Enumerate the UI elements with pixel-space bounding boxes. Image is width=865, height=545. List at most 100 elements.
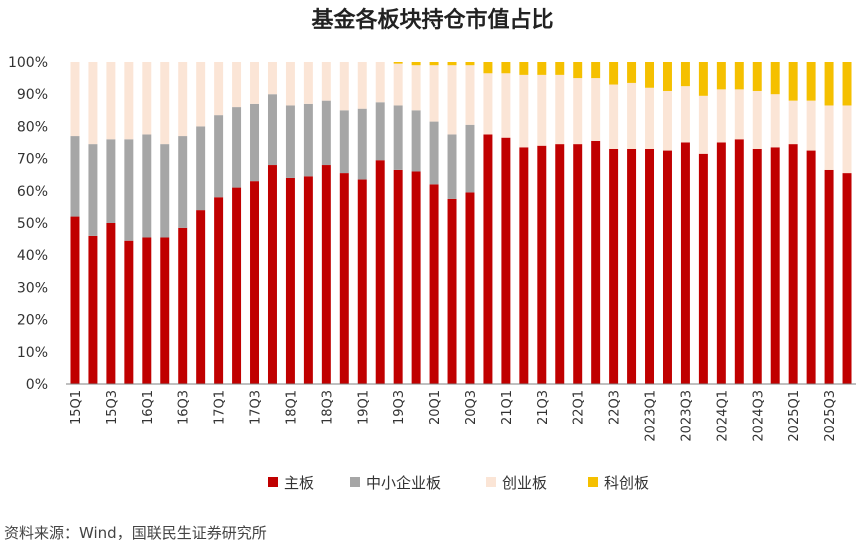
bar-1 (537, 145, 547, 384)
bar-3 (627, 82, 637, 149)
bar-1 (267, 165, 277, 384)
bar-1 (591, 140, 601, 384)
bar-4 (806, 62, 816, 101)
bar-4 (573, 62, 583, 79)
x-tick-label: 19Q3 (392, 390, 407, 425)
bar-3 (716, 89, 726, 143)
bar-3 (303, 62, 313, 104)
bar-1 (716, 142, 726, 384)
bar-4 (429, 62, 439, 66)
bar-1 (88, 235, 98, 384)
chart-title: 基金各板块持仓市值占比 (311, 8, 554, 33)
bar-1 (483, 134, 493, 384)
x-tick-label: 18Q3 (320, 390, 335, 425)
bar-3 (788, 100, 798, 145)
legend-label: 主板 (284, 474, 314, 492)
bar-2 (303, 103, 313, 177)
bar-2 (339, 110, 349, 174)
bar-1 (124, 240, 134, 384)
bar-3 (555, 74, 565, 145)
bar-3 (591, 78, 601, 141)
bar-3 (196, 62, 206, 127)
bar-4 (752, 62, 762, 91)
bar-2 (196, 126, 206, 211)
bar-1 (501, 137, 511, 384)
bar-1 (250, 181, 260, 384)
x-tick-label: 19Q1 (356, 390, 371, 425)
bar-4 (465, 62, 475, 66)
legend-swatch (350, 477, 360, 487)
bar-2 (429, 121, 439, 185)
y-tick-label: 0% (26, 377, 48, 393)
y-tick-label: 80% (17, 119, 48, 135)
bar-3 (285, 62, 295, 106)
bar-1 (106, 223, 116, 384)
bar-2 (232, 107, 242, 188)
bar-1 (393, 169, 403, 384)
bar-1 (411, 171, 421, 384)
bar-3 (752, 90, 762, 149)
bar-2 (142, 134, 152, 238)
bar-3 (609, 84, 619, 149)
bar-2 (70, 136, 80, 217)
bar-1 (232, 187, 242, 384)
bar-1 (214, 197, 224, 384)
x-tick-label: 2023Q1 (644, 390, 659, 442)
x-tick-label: 18Q1 (284, 390, 299, 425)
bar-1 (465, 192, 475, 384)
x-tick-label: 17Q3 (249, 390, 264, 425)
bar-2 (106, 139, 116, 223)
legend-swatch (588, 477, 598, 487)
y-tick-label: 60% (17, 184, 48, 200)
bar-4 (393, 62, 403, 64)
bar-2 (465, 124, 475, 193)
bar-4 (788, 62, 798, 101)
bar-4 (662, 62, 672, 91)
bar-1 (645, 148, 655, 384)
bar-1 (285, 177, 295, 384)
x-tick-label: 2024Q3 (751, 390, 766, 442)
bar-1 (698, 153, 708, 384)
bar-1 (142, 237, 152, 384)
bar-4 (824, 62, 834, 106)
bar-2 (393, 105, 403, 170)
bar-4 (770, 62, 780, 95)
bar-2 (321, 100, 331, 166)
bar-2 (124, 139, 134, 241)
bar-3 (501, 73, 511, 138)
x-tick-label: 20Q1 (428, 390, 443, 425)
bar-3 (321, 62, 331, 101)
bar-2 (178, 136, 188, 228)
bar-4 (698, 62, 708, 96)
legend-label: 创业板 (502, 474, 547, 492)
bar-3 (393, 63, 403, 106)
x-tick-label: 16Q1 (141, 390, 156, 425)
bar-3 (124, 62, 134, 140)
y-tick-label: 90% (17, 87, 48, 103)
bar-1 (770, 147, 780, 384)
bar-2 (447, 134, 457, 199)
bar-4 (591, 62, 601, 79)
bar-1 (160, 237, 170, 384)
x-tick-label: 17Q1 (213, 390, 228, 425)
bar-3 (483, 73, 493, 135)
y-tick-label: 10% (17, 345, 48, 361)
bar-3 (429, 65, 439, 122)
bar-3 (465, 65, 475, 125)
bar-3 (573, 78, 583, 145)
bar-1 (752, 148, 762, 384)
bar-2 (88, 144, 98, 236)
x-tick-label: 22Q1 (572, 390, 587, 425)
bar-3 (537, 74, 547, 146)
bar-3 (357, 62, 367, 109)
bar-3 (214, 62, 224, 116)
bar-1 (555, 144, 565, 384)
bar-1 (447, 198, 457, 384)
chart-source: 资料来源：Wind，国联民生证券研究所 (4, 524, 267, 542)
bar-4 (645, 62, 655, 88)
bar-1 (734, 139, 744, 384)
bar-1 (573, 144, 583, 384)
legend-swatch (268, 477, 278, 487)
bar-3 (842, 105, 852, 174)
bar-3 (411, 65, 421, 111)
